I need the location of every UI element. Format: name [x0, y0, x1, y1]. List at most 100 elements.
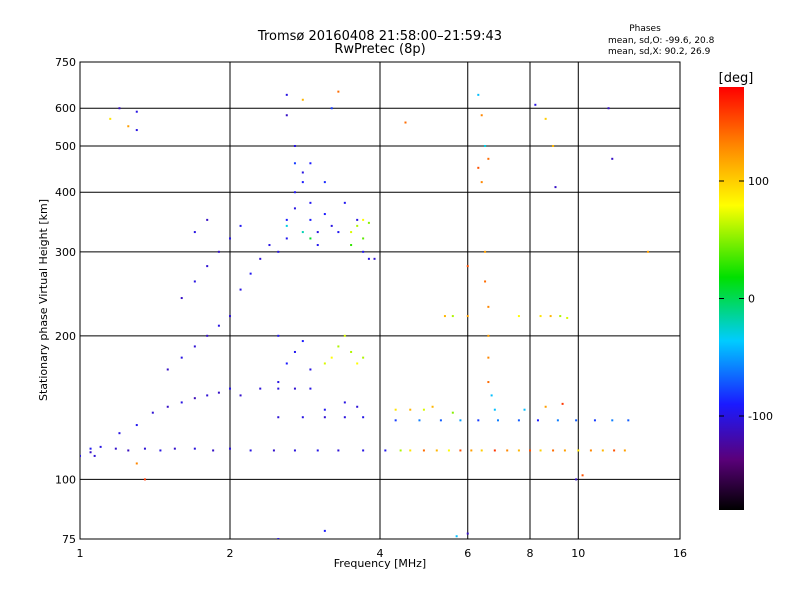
data-point [272, 449, 275, 452]
data-point [293, 191, 296, 194]
y-tick-label: 300 [55, 246, 76, 259]
chart-title: Tromsø 20160408 21:58:00–21:59:43 [257, 29, 502, 44]
data-point [285, 93, 288, 96]
data-point [229, 447, 231, 450]
data-point [277, 334, 280, 337]
x-tick-label: 6 [464, 547, 471, 560]
data-point [330, 107, 333, 110]
data-point [180, 401, 183, 404]
data-point [285, 114, 288, 117]
data-point [309, 162, 312, 165]
data-point [556, 419, 559, 422]
data-point [193, 345, 196, 348]
data-point [451, 315, 454, 318]
data-point [135, 424, 138, 427]
data-point [343, 416, 346, 419]
data-point [343, 334, 346, 337]
data-point [118, 107, 121, 110]
data-point [422, 408, 425, 411]
data-point [127, 449, 130, 452]
data-point [367, 221, 370, 224]
data-point [493, 408, 496, 411]
data-point [293, 207, 296, 210]
data-point [268, 244, 271, 247]
data-point [99, 445, 102, 448]
y-tick-label: 400 [55, 186, 76, 199]
data-point [431, 405, 434, 408]
data-point [552, 144, 555, 147]
data-point [466, 532, 469, 535]
data-point [239, 224, 242, 227]
data-point [409, 408, 412, 411]
x-tick-label: 16 [673, 547, 687, 560]
data-point [373, 257, 376, 260]
data-point [259, 257, 262, 260]
data-point [477, 166, 480, 169]
data-point [277, 416, 280, 419]
data-point [646, 250, 649, 253]
data-point [316, 449, 319, 452]
data-point [418, 419, 421, 422]
data-point [593, 419, 596, 422]
y-tick-label: 75 [62, 533, 76, 546]
data-point [356, 218, 359, 221]
data-point [89, 451, 92, 454]
data-point [193, 447, 196, 450]
data-point [135, 129, 138, 132]
data-point [466, 315, 469, 318]
data-point [293, 162, 296, 165]
data-point [323, 529, 326, 532]
data-point [337, 449, 340, 452]
data-point [529, 449, 531, 452]
y-tick-label: 200 [55, 330, 76, 343]
data-point [277, 250, 280, 253]
data-point [356, 362, 359, 365]
data-point [277, 387, 280, 390]
grid-lines [80, 62, 680, 539]
data-point [544, 117, 547, 120]
data-point [399, 449, 402, 452]
data-point [206, 334, 209, 337]
data-point [607, 107, 610, 110]
data-point [212, 449, 215, 452]
data-point [477, 419, 480, 422]
data-point [563, 449, 566, 452]
data-point [459, 419, 462, 422]
data-point [350, 231, 353, 234]
data-point [484, 250, 487, 253]
data-point [480, 449, 483, 452]
data-point [343, 401, 346, 404]
data-point [309, 201, 312, 204]
data-point [575, 478, 578, 481]
data-point [362, 416, 365, 419]
y-tick-label: 750 [55, 56, 76, 69]
data-point [487, 381, 490, 384]
data-point [627, 419, 630, 422]
data-point [487, 305, 490, 308]
data-point [362, 449, 365, 452]
phases-o-line: mean, sd,O: -99.6, 20.8 [608, 36, 715, 46]
data-point [309, 387, 312, 390]
data-point [330, 224, 333, 227]
data-point [394, 419, 397, 422]
data-point [249, 272, 252, 275]
data-point [118, 432, 121, 435]
data-point [249, 449, 252, 452]
data-point [301, 181, 304, 184]
data-point [330, 356, 333, 359]
data-point [350, 350, 353, 353]
data-point [217, 391, 220, 394]
data-point [350, 244, 353, 247]
data-point [384, 449, 387, 452]
data-point [443, 315, 446, 318]
data-point [166, 405, 169, 408]
y-tick-label: 100 [55, 473, 76, 486]
data-point [539, 449, 542, 452]
data-point [484, 144, 487, 147]
x-tick-label: 8 [527, 547, 534, 560]
data-point [394, 408, 397, 411]
data-point [323, 362, 326, 365]
data-point [239, 288, 242, 291]
colorbar-tick-label: 0 [748, 293, 755, 306]
data-point [229, 237, 231, 240]
